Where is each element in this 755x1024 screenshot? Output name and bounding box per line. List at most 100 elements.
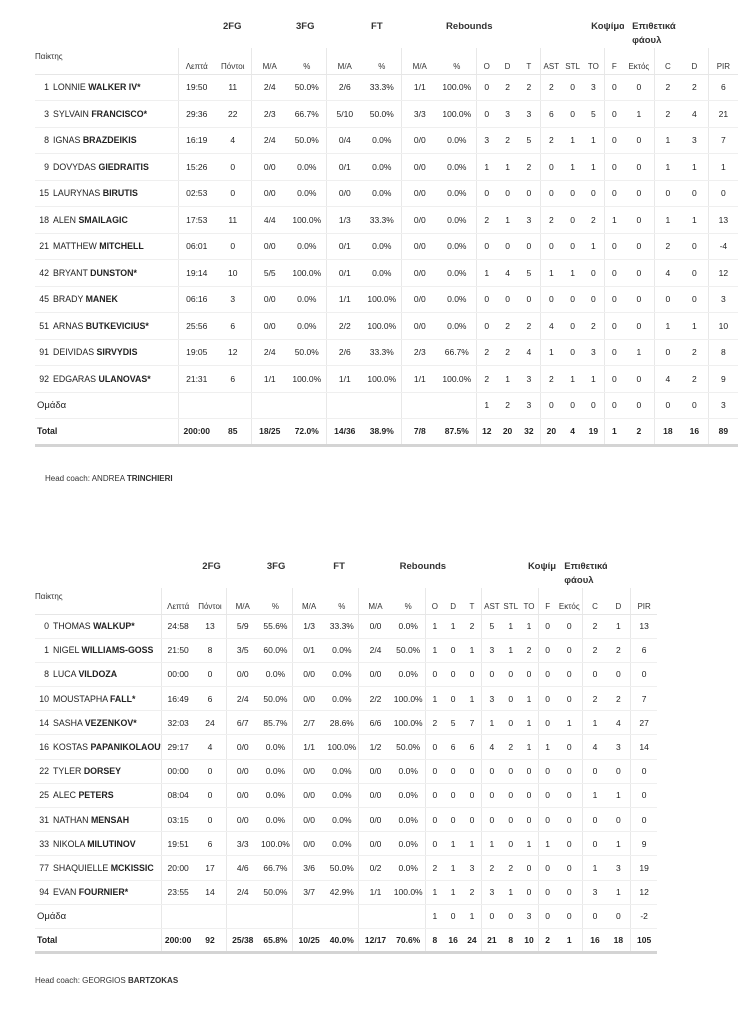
stat-cell: 6 bbox=[539, 100, 563, 128]
stat-cell: -4 bbox=[707, 233, 739, 260]
player-row: 14 SASHA VEZENKOV* 32:03 24 6/7 85.7% 2/7 28.6%… bbox=[35, 710, 658, 736]
stat-cell: 3 bbox=[583, 339, 605, 366]
stat-cell: 0 bbox=[481, 807, 502, 833]
stat-cell: 0 bbox=[520, 807, 539, 833]
stat-cell: 0/0 bbox=[400, 180, 439, 207]
stat-cell: 0 bbox=[194, 662, 227, 688]
stat-cell: 3 bbox=[518, 206, 541, 234]
stat-cell: 0.0% bbox=[363, 180, 402, 207]
stat-cell: 3 bbox=[215, 286, 251, 313]
stat-cell: 3 bbox=[462, 855, 482, 881]
stat-cell: 70.6% bbox=[391, 928, 426, 955]
stat-cell: 0/0 bbox=[400, 286, 439, 313]
blank bbox=[681, 20, 738, 48]
stat-cell: 0 bbox=[520, 880, 539, 905]
player-last: PETERS bbox=[78, 790, 114, 801]
player-first: MATTHEW bbox=[53, 241, 97, 252]
stat-cell: 24 bbox=[194, 710, 227, 736]
stat-cell: 0.0% bbox=[391, 783, 426, 809]
stat-cell: 19:51 bbox=[161, 831, 195, 857]
player-last: BRAZDEIKIS bbox=[82, 135, 137, 146]
stat-cell: 0/0 bbox=[358, 831, 392, 857]
stat-cell: 33.3% bbox=[363, 74, 402, 101]
stat-cell: 0 bbox=[603, 339, 625, 366]
player-number: 1 bbox=[44, 82, 49, 93]
stat-cell: 1 bbox=[653, 153, 682, 181]
player-cell: 22 TYLER DORSEY bbox=[35, 759, 162, 784]
stat-cell: 0/0 bbox=[225, 662, 259, 688]
stat-cell: 32 bbox=[518, 418, 541, 447]
group-header: 3FG bbox=[296, 21, 315, 32]
stat-cell: 1 bbox=[606, 831, 631, 857]
stat-cell: 0 bbox=[501, 662, 520, 688]
stat-cell: 13 bbox=[707, 206, 739, 234]
player-last: SIRVYDIS bbox=[96, 347, 138, 358]
stat-cell: 0 bbox=[462, 759, 482, 784]
stat-cell: 0 bbox=[475, 100, 498, 128]
stat-cell: 1 bbox=[520, 686, 539, 712]
stat-cell: 1/1 bbox=[250, 365, 289, 393]
stat-cell: 0 bbox=[424, 831, 444, 857]
player-cell: 9 DOVYDAS GIEDRAITIS bbox=[35, 153, 178, 181]
stat-cell: 0.0% bbox=[288, 233, 327, 260]
stat-cell: 0 bbox=[624, 180, 655, 207]
stat-cell: 2 bbox=[653, 74, 682, 101]
stat-cell: 18 bbox=[606, 928, 631, 955]
player-last: MANEK bbox=[85, 294, 118, 305]
stat-cell: 0 bbox=[562, 74, 584, 101]
stat-cell: 3 bbox=[518, 365, 541, 393]
player-cell: 14 SASHA VEZENKOV* bbox=[35, 710, 162, 736]
group-header: Κοψίματα bbox=[528, 561, 557, 572]
stat-cell: 100.0% bbox=[363, 365, 402, 393]
stat-cell: 0 bbox=[215, 233, 251, 260]
stat-cell: 0 bbox=[583, 259, 605, 287]
player-last: FOURNIER* bbox=[78, 887, 129, 898]
total-row: Total 200:00 92 25/38 65.8% 10/25 40.0% 12/17 70… bbox=[35, 928, 658, 955]
stat-cell: 2 bbox=[653, 100, 682, 128]
stat-cell: 6 bbox=[630, 638, 658, 663]
stat-cell: 100.0% bbox=[391, 880, 426, 905]
stat-cell: 0 bbox=[681, 259, 709, 287]
stat-cell: 3/3 bbox=[225, 831, 259, 857]
stat-cell: 0 bbox=[538, 710, 557, 736]
stat-cell: 3 bbox=[582, 880, 607, 905]
table-head: 2FG3FGFTReboundsΚοψίματαΕπιθετικά φάουλΠ… bbox=[35, 20, 739, 75]
stat-cell: 0.0% bbox=[288, 153, 327, 181]
stat-cell: 0 bbox=[681, 233, 709, 260]
column-header: % bbox=[363, 48, 402, 75]
stat-cell: 0 bbox=[681, 286, 709, 313]
stat-cell: 0.0% bbox=[258, 734, 293, 760]
coach-last: TRINCHIERI bbox=[126, 474, 173, 483]
player-last: WALKUP* bbox=[93, 621, 135, 632]
stat-cell: 0/0 bbox=[400, 312, 439, 340]
stat-cell: 29:36 bbox=[177, 100, 215, 128]
stat-cell: 1 bbox=[538, 734, 557, 760]
stat-cell: 0 bbox=[215, 153, 251, 181]
stat-cell: 06:01 bbox=[177, 233, 215, 260]
stat-cell: 0 bbox=[582, 807, 607, 833]
player-first: LONNIE bbox=[53, 82, 86, 93]
column-header: Μ/Α bbox=[325, 48, 364, 75]
stat-cell: 0 bbox=[538, 614, 557, 639]
stat-cell: 50.0% bbox=[288, 339, 327, 366]
column-header: AST bbox=[539, 48, 563, 75]
stat-cell: 0.0% bbox=[438, 259, 477, 287]
stat-cell: 0 bbox=[556, 783, 583, 809]
stat-cell: 24:58 bbox=[161, 614, 195, 639]
player-cell: 18 ALEN SMAILAGIC bbox=[35, 206, 178, 234]
stat-cell: 0 bbox=[538, 807, 557, 833]
stat-cell: 2 bbox=[518, 312, 541, 340]
stat-cell: 0.0% bbox=[288, 312, 327, 340]
stat-cell: 9 bbox=[707, 365, 739, 393]
stat-cell: 3 bbox=[707, 286, 739, 313]
stat-cell: 1 bbox=[582, 710, 607, 736]
stat-cell: 100.0% bbox=[363, 286, 402, 313]
player-header: Παίκτης bbox=[35, 588, 162, 615]
stat-cell: 0 bbox=[538, 759, 557, 784]
stat-cell: 0 bbox=[538, 662, 557, 688]
stat-cell: 1 bbox=[603, 418, 625, 447]
stat-cell: 0 bbox=[624, 392, 655, 419]
stat-cell: 100.0% bbox=[325, 734, 359, 760]
player-cell: 92 EDGARAS ULANOVAS* bbox=[35, 365, 178, 393]
stat-cell: 200:00 bbox=[177, 418, 215, 447]
